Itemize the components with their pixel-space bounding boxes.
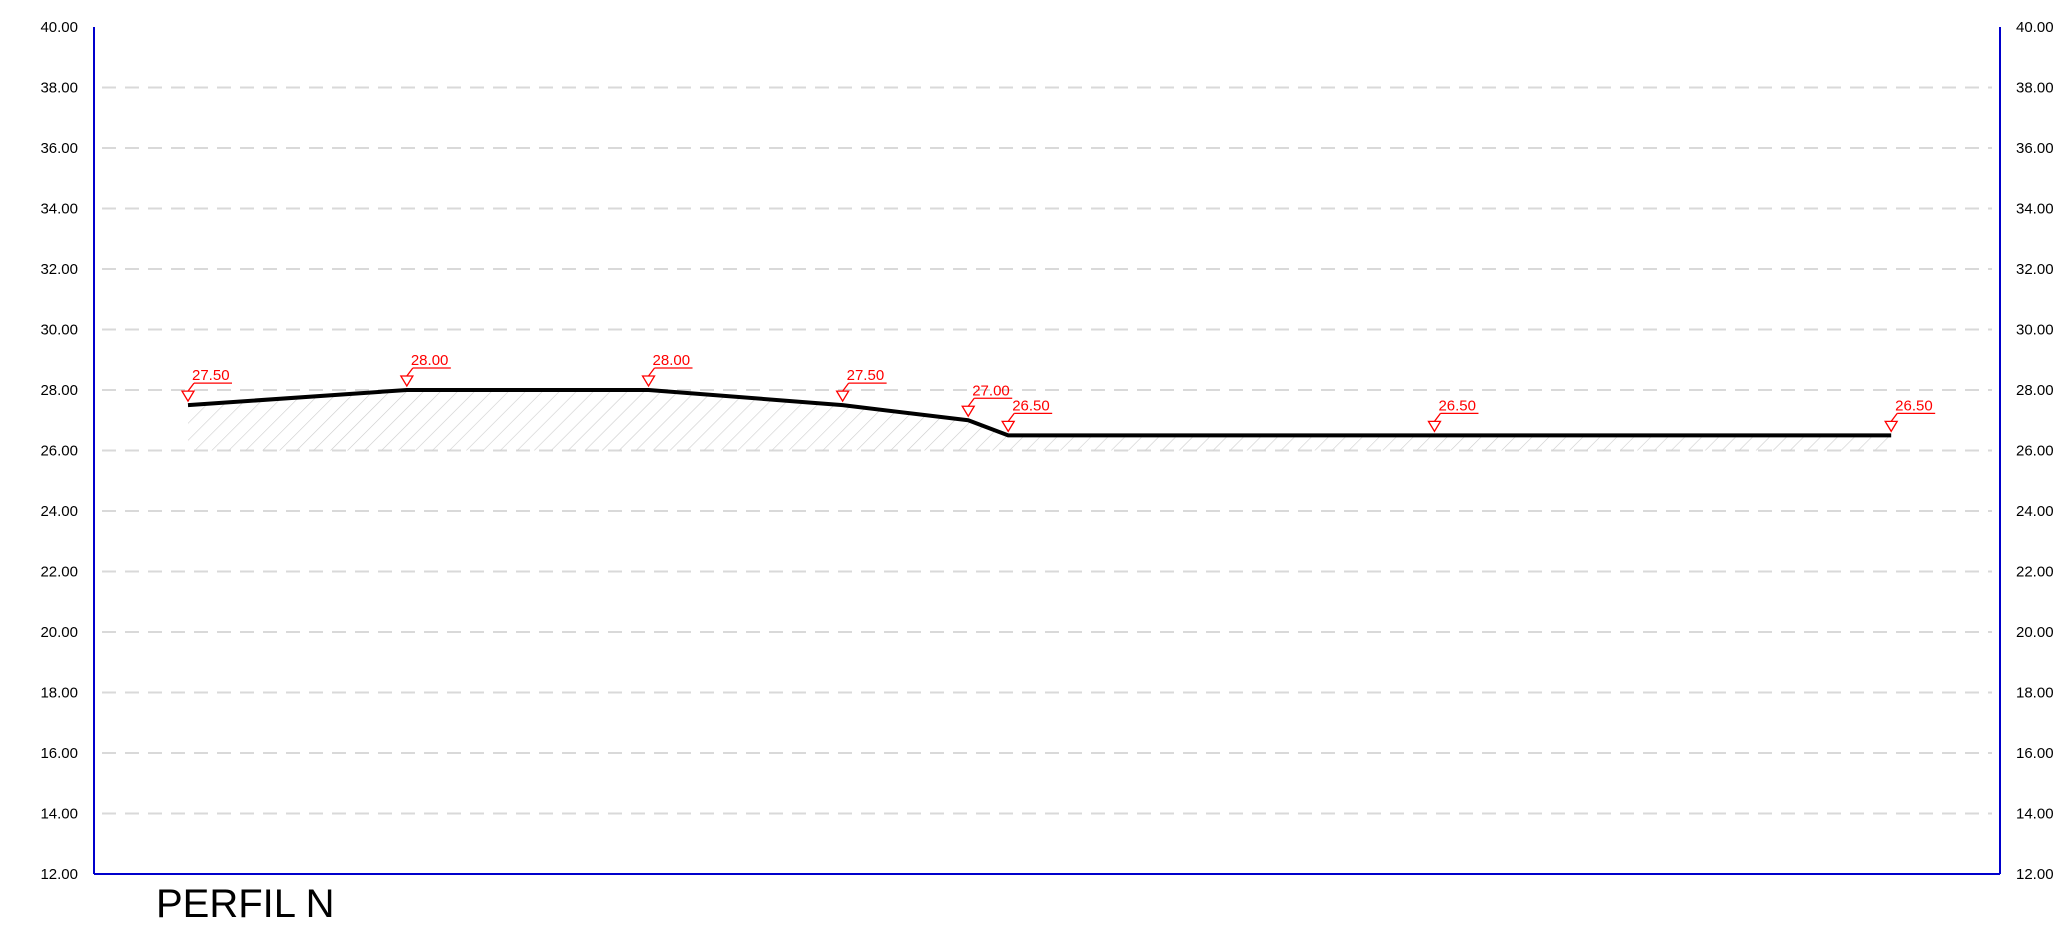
elevation-leader [648,367,656,377]
elevation-marker: 27.50 [180,367,232,403]
elevation-label: 26.50 [1012,397,1050,414]
elevation-triangle [1884,420,1899,433]
y-tick-label-left: 32.00 [40,261,78,278]
profile-title: PERFIL N [156,882,335,926]
y-tick-label-right: 12.00 [2016,866,2054,883]
y-tick-label-right: 20.00 [2016,624,2054,641]
elevation-label: 26.50 [1438,397,1476,414]
y-tick-label-right: 38.00 [2016,80,2054,97]
y-tick-label-right: 36.00 [2016,140,2054,157]
elevation-marker: 27.00 [961,382,1013,418]
y-tick-label-right: 34.00 [2016,201,2054,218]
elevation-marker: 26.50 [1884,397,1936,433]
elevation-leader [1007,412,1015,422]
y-tick-label-left: 34.00 [40,201,78,218]
elevation-leader [406,367,414,377]
y-tick-label-right: 30.00 [2016,322,2054,339]
y-tick-label-right: 18.00 [2016,685,2054,702]
y-tick-label-left: 14.00 [40,806,78,823]
elevation-marker: 26.50 [1001,397,1053,433]
elevation-triangle [1001,420,1016,433]
y-tick-label-left: 22.00 [40,564,78,581]
profile-line-layer [187,388,1892,438]
elevation-triangle [641,375,656,388]
elevation-marker: 27.50 [835,367,887,403]
elevation-leader [967,397,975,407]
elevation-label: 28.00 [653,352,691,369]
y-tick-label-right: 24.00 [2016,503,2054,520]
y-tick-label-left: 36.00 [40,140,78,157]
elevation-label: 27.00 [972,382,1010,399]
elevation-triangle [399,375,414,388]
elevation-label: 27.50 [192,367,230,384]
y-tick-label-right: 28.00 [2016,382,2054,399]
elevation-triangle [961,405,976,418]
elevation-leader [842,382,850,392]
elevation-label: 27.50 [847,367,885,384]
elevation-label: 26.50 [1895,397,1933,414]
y-tick-label-left: 30.00 [40,322,78,339]
y-tick-labels: 40.00 40.00 38.00 38.00 36.00 36.00 34.00 34.00… [40,19,2053,883]
elevation-triangle [180,390,196,403]
y-tick-label-right: 14.00 [2016,806,2054,823]
y-tick-label-right: 16.00 [2016,745,2054,762]
y-tick-label-left: 38.00 [40,80,78,97]
chart-frame [93,27,2001,875]
elevation-leader [187,382,195,392]
y-tick-label-right: 26.00 [2016,443,2054,460]
elevation-leader [1890,412,1898,422]
elevation-label: 28.00 [411,352,449,369]
elevation-leader [1433,412,1441,422]
y-tick-label-left: 28.00 [40,382,78,399]
y-tick-label-left: 26.00 [40,443,78,460]
y-tick-label-right: 32.00 [2016,261,2054,278]
elevation-marker: 26.50 [1427,397,1479,433]
elevation-marker: 28.00 [399,352,451,388]
elevation-triangle [835,390,850,403]
y-tick-label-left: 40.00 [40,19,78,36]
y-tick-label-left: 18.00 [40,685,78,702]
profile-line [187,388,1892,438]
elevation-triangle [1427,420,1442,433]
y-tick-label-left: 12.00 [40,866,78,883]
y-tick-label-left: 16.00 [40,745,78,762]
y-tick-label-right: 22.00 [2016,564,2054,581]
y-tick-label-right: 40.00 [2016,19,2054,36]
y-tick-label-left: 20.00 [40,624,78,641]
y-tick-label-left: 24.00 [40,503,78,520]
elevation-marker: 28.00 [641,352,693,388]
profile-chart: 40.00 40.00 38.00 38.00 36.00 36.00 34.00 34.00… [40,19,2053,883]
